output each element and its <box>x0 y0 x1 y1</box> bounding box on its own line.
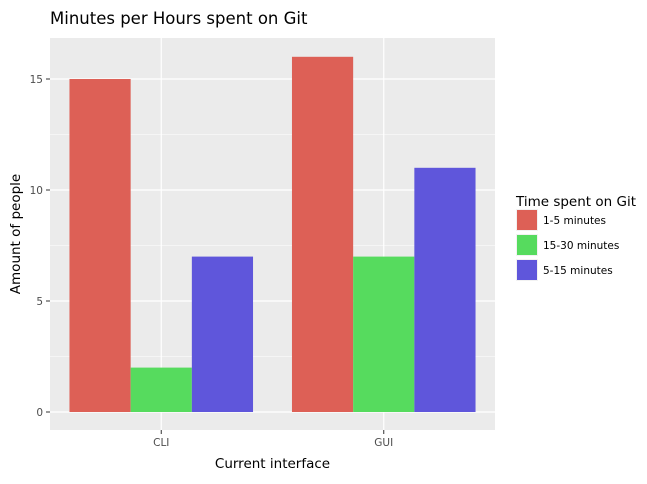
legend: Time spent on Git 1-5 minutes 15-30 minut… <box>515 194 636 281</box>
x-axis-label: Current interface <box>215 456 330 472</box>
legend-title: Time spent on Git <box>515 194 636 210</box>
y-axis: 0 5 10 15 <box>30 74 50 419</box>
bar <box>130 367 192 412</box>
y-axis-label: Amount of people <box>8 174 24 294</box>
legend-swatch <box>517 210 537 230</box>
legend-label: 1-5 minutes <box>543 215 606 227</box>
x-tick-label: CLI <box>153 437 169 449</box>
bar <box>291 56 354 413</box>
x-tick-label: GUI <box>374 437 393 449</box>
chart-title: Minutes per Hours spent on Git <box>50 9 308 28</box>
y-tick-label: 0 <box>36 407 43 419</box>
legend-swatch <box>517 260 537 280</box>
y-tick-label: 15 <box>30 74 43 86</box>
x-axis: CLI GUI <box>153 430 393 449</box>
legend-items: 1-5 minutes 15-30 minutes 5-15 minutes <box>516 209 619 281</box>
y-tick-label: 10 <box>30 185 43 197</box>
bar <box>191 256 254 412</box>
bar <box>353 256 415 412</box>
bar <box>69 79 131 412</box>
y-tick-label: 5 <box>36 296 43 308</box>
legend-label: 15-30 minutes <box>543 240 619 252</box>
legend-label: 5-15 minutes <box>543 265 613 277</box>
bar <box>414 167 476 412</box>
legend-swatch <box>517 235 537 255</box>
bars <box>69 56 476 413</box>
